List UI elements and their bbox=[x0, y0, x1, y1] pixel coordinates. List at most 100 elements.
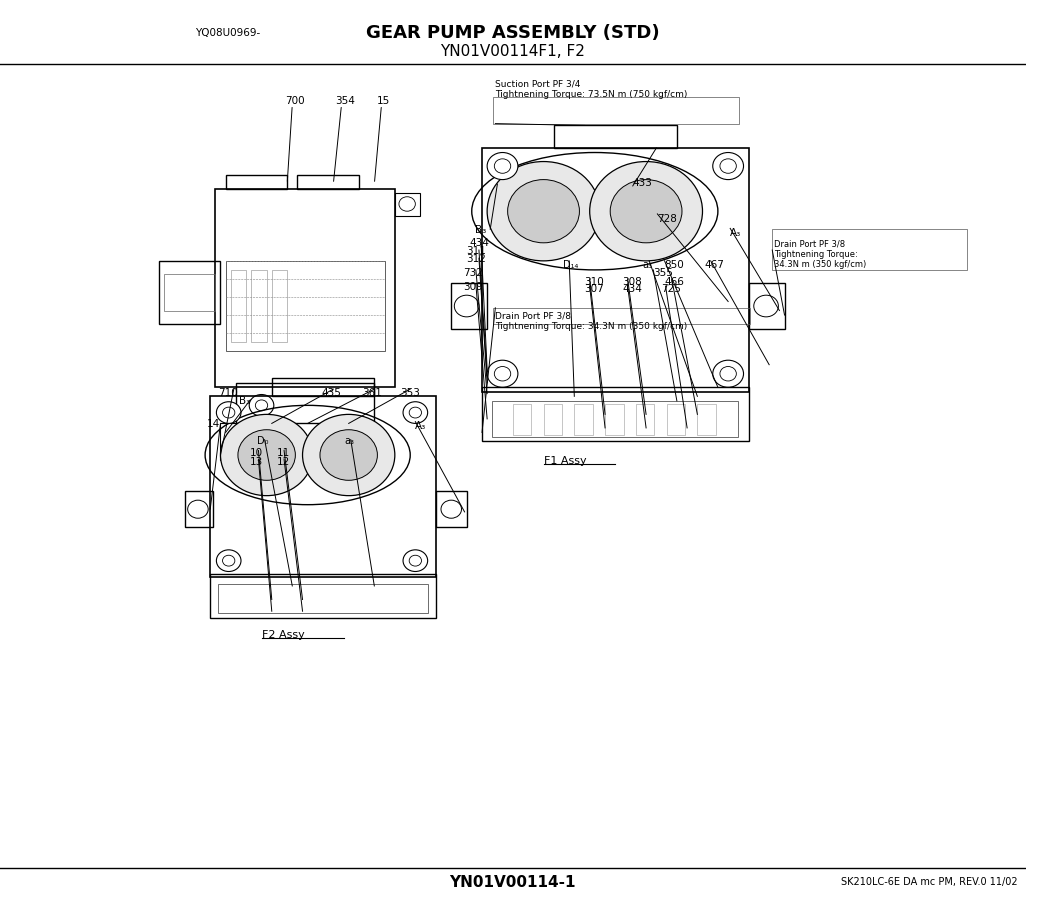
Circle shape bbox=[487, 153, 518, 180]
Text: 307: 307 bbox=[584, 283, 605, 294]
Bar bbox=[224, 442, 253, 456]
Circle shape bbox=[507, 180, 579, 244]
Circle shape bbox=[610, 180, 682, 244]
Circle shape bbox=[403, 402, 427, 424]
Text: YN01V00114-1: YN01V00114-1 bbox=[449, 874, 576, 888]
Bar bbox=[165, 275, 215, 311]
Text: 435: 435 bbox=[321, 387, 341, 398]
Text: B₃: B₃ bbox=[238, 395, 250, 406]
Bar bbox=[543, 404, 562, 436]
Bar bbox=[251, 271, 267, 343]
Circle shape bbox=[753, 296, 779, 318]
Bar bbox=[482, 388, 749, 442]
Bar bbox=[436, 492, 466, 528]
Text: 361: 361 bbox=[362, 387, 382, 398]
Text: A₃: A₃ bbox=[730, 227, 742, 238]
Bar bbox=[636, 404, 654, 436]
Circle shape bbox=[249, 395, 274, 417]
Bar bbox=[772, 230, 967, 271]
Text: SK210LC-6E DA mc PM, REV.0 11/02: SK210LC-6E DA mc PM, REV.0 11/02 bbox=[841, 876, 1018, 887]
Bar bbox=[226, 176, 287, 189]
Text: Drain Port PF 3/8
Tightnening Torque:
34.3N m (350 kgf/cm): Drain Port PF 3/8 Tightnening Torque: 34… bbox=[774, 239, 866, 269]
Text: 14: 14 bbox=[207, 419, 220, 429]
Bar bbox=[606, 404, 624, 436]
Bar bbox=[494, 97, 740, 124]
Bar bbox=[513, 404, 532, 436]
Circle shape bbox=[455, 296, 479, 318]
Circle shape bbox=[403, 550, 427, 572]
Text: 310: 310 bbox=[584, 276, 605, 287]
Circle shape bbox=[320, 430, 378, 481]
Bar bbox=[272, 379, 375, 397]
Bar bbox=[298, 176, 359, 189]
Bar bbox=[452, 284, 487, 329]
Text: 433: 433 bbox=[633, 178, 653, 189]
Text: 434: 434 bbox=[622, 283, 642, 294]
Bar bbox=[667, 404, 685, 436]
Text: YN01V00114F1, F2: YN01V00114F1, F2 bbox=[440, 44, 586, 59]
Bar bbox=[215, 189, 395, 388]
Text: F2 Assy: F2 Assy bbox=[262, 629, 304, 640]
Bar bbox=[220, 424, 256, 460]
Text: D₁₄: D₁₄ bbox=[563, 260, 578, 271]
Text: 13: 13 bbox=[250, 456, 264, 467]
Circle shape bbox=[487, 361, 518, 388]
Text: F1 Assy: F1 Assy bbox=[543, 455, 587, 465]
Bar bbox=[493, 401, 738, 437]
Text: 11: 11 bbox=[276, 447, 290, 458]
Circle shape bbox=[188, 501, 208, 519]
Text: B₃: B₃ bbox=[475, 225, 486, 235]
Bar bbox=[395, 194, 421, 216]
Text: 466: 466 bbox=[665, 276, 685, 287]
Text: 311: 311 bbox=[466, 245, 486, 256]
Circle shape bbox=[220, 415, 312, 496]
Bar bbox=[231, 271, 246, 343]
Bar bbox=[272, 271, 287, 343]
Text: a₃: a₃ bbox=[642, 260, 652, 271]
Text: 312: 312 bbox=[466, 253, 486, 264]
Circle shape bbox=[713, 361, 744, 388]
Text: 467: 467 bbox=[705, 260, 725, 271]
Text: 700: 700 bbox=[285, 96, 305, 106]
Bar bbox=[554, 126, 677, 149]
Circle shape bbox=[441, 501, 461, 519]
Circle shape bbox=[238, 430, 295, 481]
Text: 732: 732 bbox=[463, 267, 483, 278]
Bar bbox=[218, 584, 427, 613]
Text: 15: 15 bbox=[377, 96, 389, 106]
Bar bbox=[210, 575, 436, 618]
Text: 728: 728 bbox=[657, 213, 677, 224]
Circle shape bbox=[216, 402, 241, 424]
Bar bbox=[494, 308, 750, 325]
Bar bbox=[159, 262, 220, 325]
Bar bbox=[482, 149, 749, 392]
Text: a₃: a₃ bbox=[345, 435, 354, 446]
Text: A₃: A₃ bbox=[416, 420, 426, 431]
Text: 850: 850 bbox=[665, 260, 685, 271]
Text: 355: 355 bbox=[653, 267, 673, 278]
Text: 353: 353 bbox=[400, 387, 420, 398]
Text: 308: 308 bbox=[622, 276, 642, 287]
Text: Drain Port PF 3/8
Tightnening Torque: 34.3N m (350 kgf/cm): Drain Port PF 3/8 Tightnening Torque: 34… bbox=[496, 311, 688, 330]
Text: 12: 12 bbox=[276, 456, 290, 467]
Text: 309: 309 bbox=[463, 281, 483, 292]
Text: YQ08U0969-: YQ08U0969- bbox=[195, 28, 261, 39]
Text: Suction Port PF 3/4
Tightnening Torque: 73.5N m (750 kgf/cm): Suction Port PF 3/4 Tightnening Torque: … bbox=[496, 80, 688, 99]
Bar bbox=[210, 397, 436, 577]
Text: GEAR PUMP ASSEMBLY (STD): GEAR PUMP ASSEMBLY (STD) bbox=[366, 24, 659, 42]
Circle shape bbox=[303, 415, 395, 496]
Bar bbox=[574, 404, 593, 436]
Bar bbox=[236, 383, 375, 424]
Text: D₀: D₀ bbox=[257, 435, 269, 446]
Text: 354: 354 bbox=[335, 96, 356, 106]
Circle shape bbox=[590, 162, 703, 262]
Circle shape bbox=[713, 153, 744, 180]
Bar bbox=[226, 262, 385, 352]
Text: 10: 10 bbox=[250, 447, 264, 458]
Text: 710: 710 bbox=[218, 387, 238, 398]
Bar bbox=[185, 492, 213, 528]
Text: 725: 725 bbox=[661, 283, 682, 294]
Circle shape bbox=[216, 550, 241, 572]
Text: 434: 434 bbox=[469, 237, 490, 248]
Bar bbox=[749, 284, 785, 329]
